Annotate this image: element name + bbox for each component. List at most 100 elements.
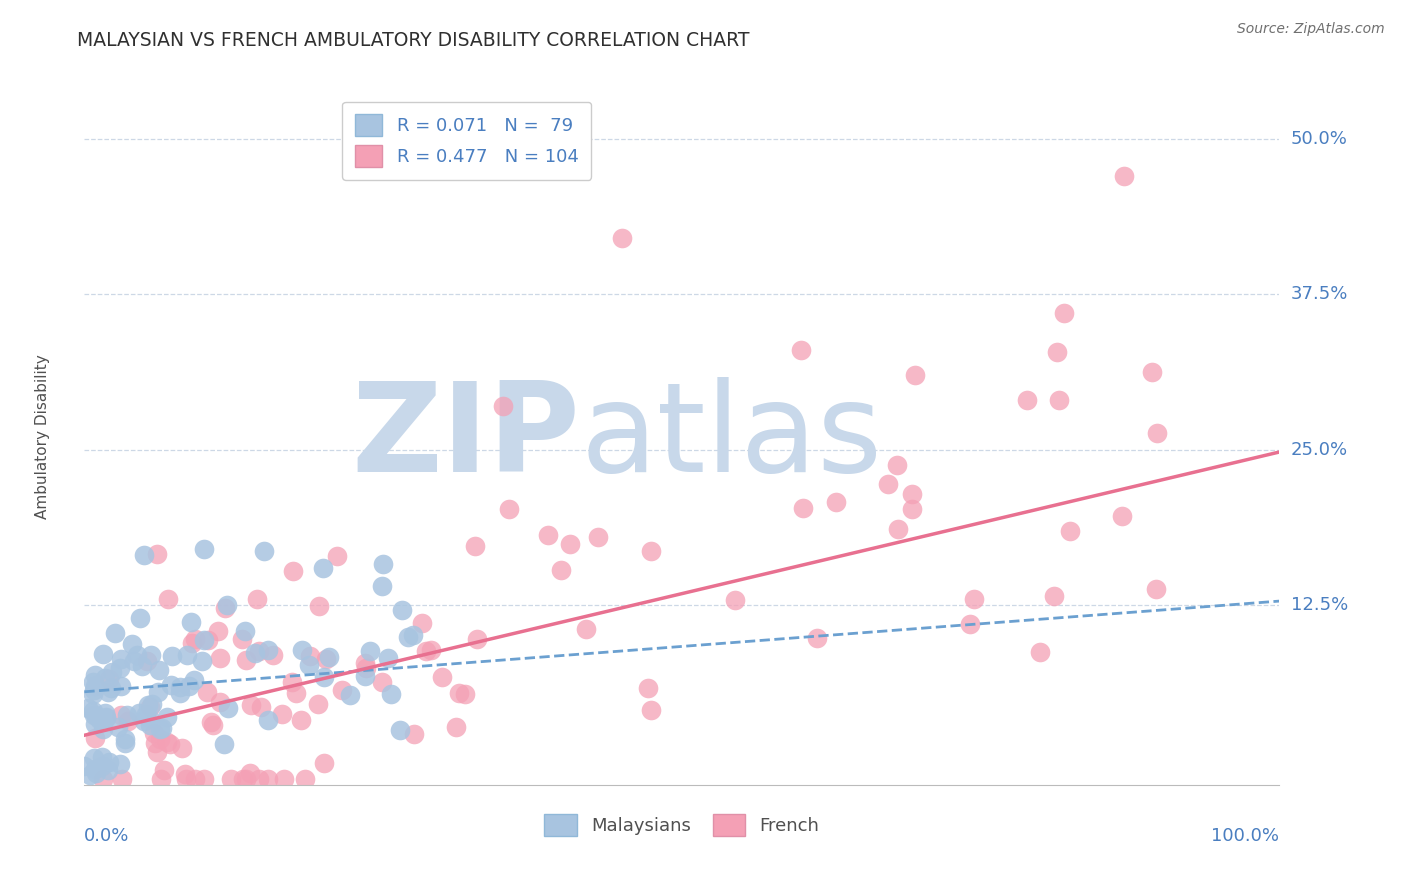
Point [886, 458, 908, 473]
Point [430, 670, 453, 684]
Point [143, 725, 166, 739]
Point [83, 716, 105, 731]
Point [94, 706, 117, 720]
Point [83, 668, 105, 682]
Point [114, 737, 136, 751]
Point [1029, 645, 1052, 659]
Point [314, 670, 336, 684]
Point [550, 562, 572, 576]
Point [415, 644, 437, 658]
Point [536, 528, 558, 542]
Text: 37.5%: 37.5% [1291, 285, 1348, 303]
Point [298, 648, 321, 663]
Point [155, 710, 177, 724]
Point [200, 714, 222, 729]
Point [156, 735, 179, 749]
Point [180, 615, 202, 630]
Point [139, 648, 162, 662]
Point [148, 663, 170, 677]
Point [231, 632, 253, 647]
Point [153, 763, 176, 777]
Point [77, 701, 100, 715]
Point [193, 633, 215, 648]
Point [177, 679, 200, 693]
Point [193, 772, 215, 786]
Point [136, 654, 159, 668]
Point [330, 683, 353, 698]
Point [1046, 345, 1069, 359]
Point [91, 723, 114, 737]
Point [239, 698, 262, 713]
Point [246, 591, 269, 606]
Point [93, 772, 115, 786]
Point [257, 643, 280, 657]
Point [84, 762, 107, 776]
Point [389, 723, 412, 738]
Point [169, 680, 191, 694]
Point [498, 501, 520, 516]
Text: 50.0%: 50.0% [1291, 130, 1347, 148]
Point [125, 648, 148, 662]
Text: 100.0%: 100.0% [1212, 827, 1279, 845]
Point [201, 718, 224, 732]
Point [129, 611, 152, 625]
Legend: Malaysians, French: Malaysians, French [536, 805, 828, 846]
Point [314, 756, 336, 770]
Point [83, 683, 105, 698]
Point [176, 648, 198, 663]
Point [247, 772, 270, 786]
Point [150, 772, 173, 786]
Point [446, 720, 468, 734]
Point [96, 711, 118, 725]
Point [170, 740, 193, 755]
Point [270, 707, 292, 722]
Point [402, 628, 425, 642]
Point [214, 600, 236, 615]
Point [115, 708, 138, 723]
Point [183, 673, 205, 687]
Point [128, 706, 150, 720]
Text: ZIP: ZIP [352, 376, 581, 498]
Point [285, 686, 308, 700]
Point [232, 772, 254, 786]
Point [273, 772, 295, 786]
Point [377, 651, 399, 665]
Point [315, 652, 337, 666]
Point [312, 560, 335, 574]
Point [111, 772, 134, 786]
Point [262, 648, 284, 662]
Point [464, 539, 486, 553]
Point [1114, 169, 1136, 184]
Point [104, 626, 127, 640]
Point [195, 685, 218, 699]
Point [184, 632, 207, 646]
Point [184, 772, 207, 786]
Point [91, 750, 114, 764]
Point [790, 343, 813, 357]
Point [637, 681, 659, 695]
Text: MALAYSIAN VS FRENCH AMBULATORY DISABILITY CORRELATION CHART: MALAYSIAN VS FRENCH AMBULATORY DISABILIT… [77, 31, 749, 50]
Point [256, 772, 278, 786]
Point [82, 675, 104, 690]
Point [169, 686, 191, 700]
Point [257, 713, 280, 727]
Point [136, 698, 159, 713]
Point [122, 655, 145, 669]
Text: 0.0%: 0.0% [84, 827, 129, 845]
Point [135, 707, 157, 722]
Point [1111, 508, 1133, 523]
Point [245, 646, 267, 660]
Point [575, 622, 598, 636]
Point [281, 564, 304, 578]
Point [307, 697, 329, 711]
Point [1015, 393, 1038, 408]
Point [100, 681, 122, 695]
Point [1144, 582, 1167, 596]
Point [174, 772, 197, 786]
Point [209, 695, 232, 709]
Point [339, 688, 361, 702]
Point [354, 661, 377, 675]
Point [359, 644, 381, 658]
Point [83, 679, 105, 693]
Point [724, 593, 747, 607]
